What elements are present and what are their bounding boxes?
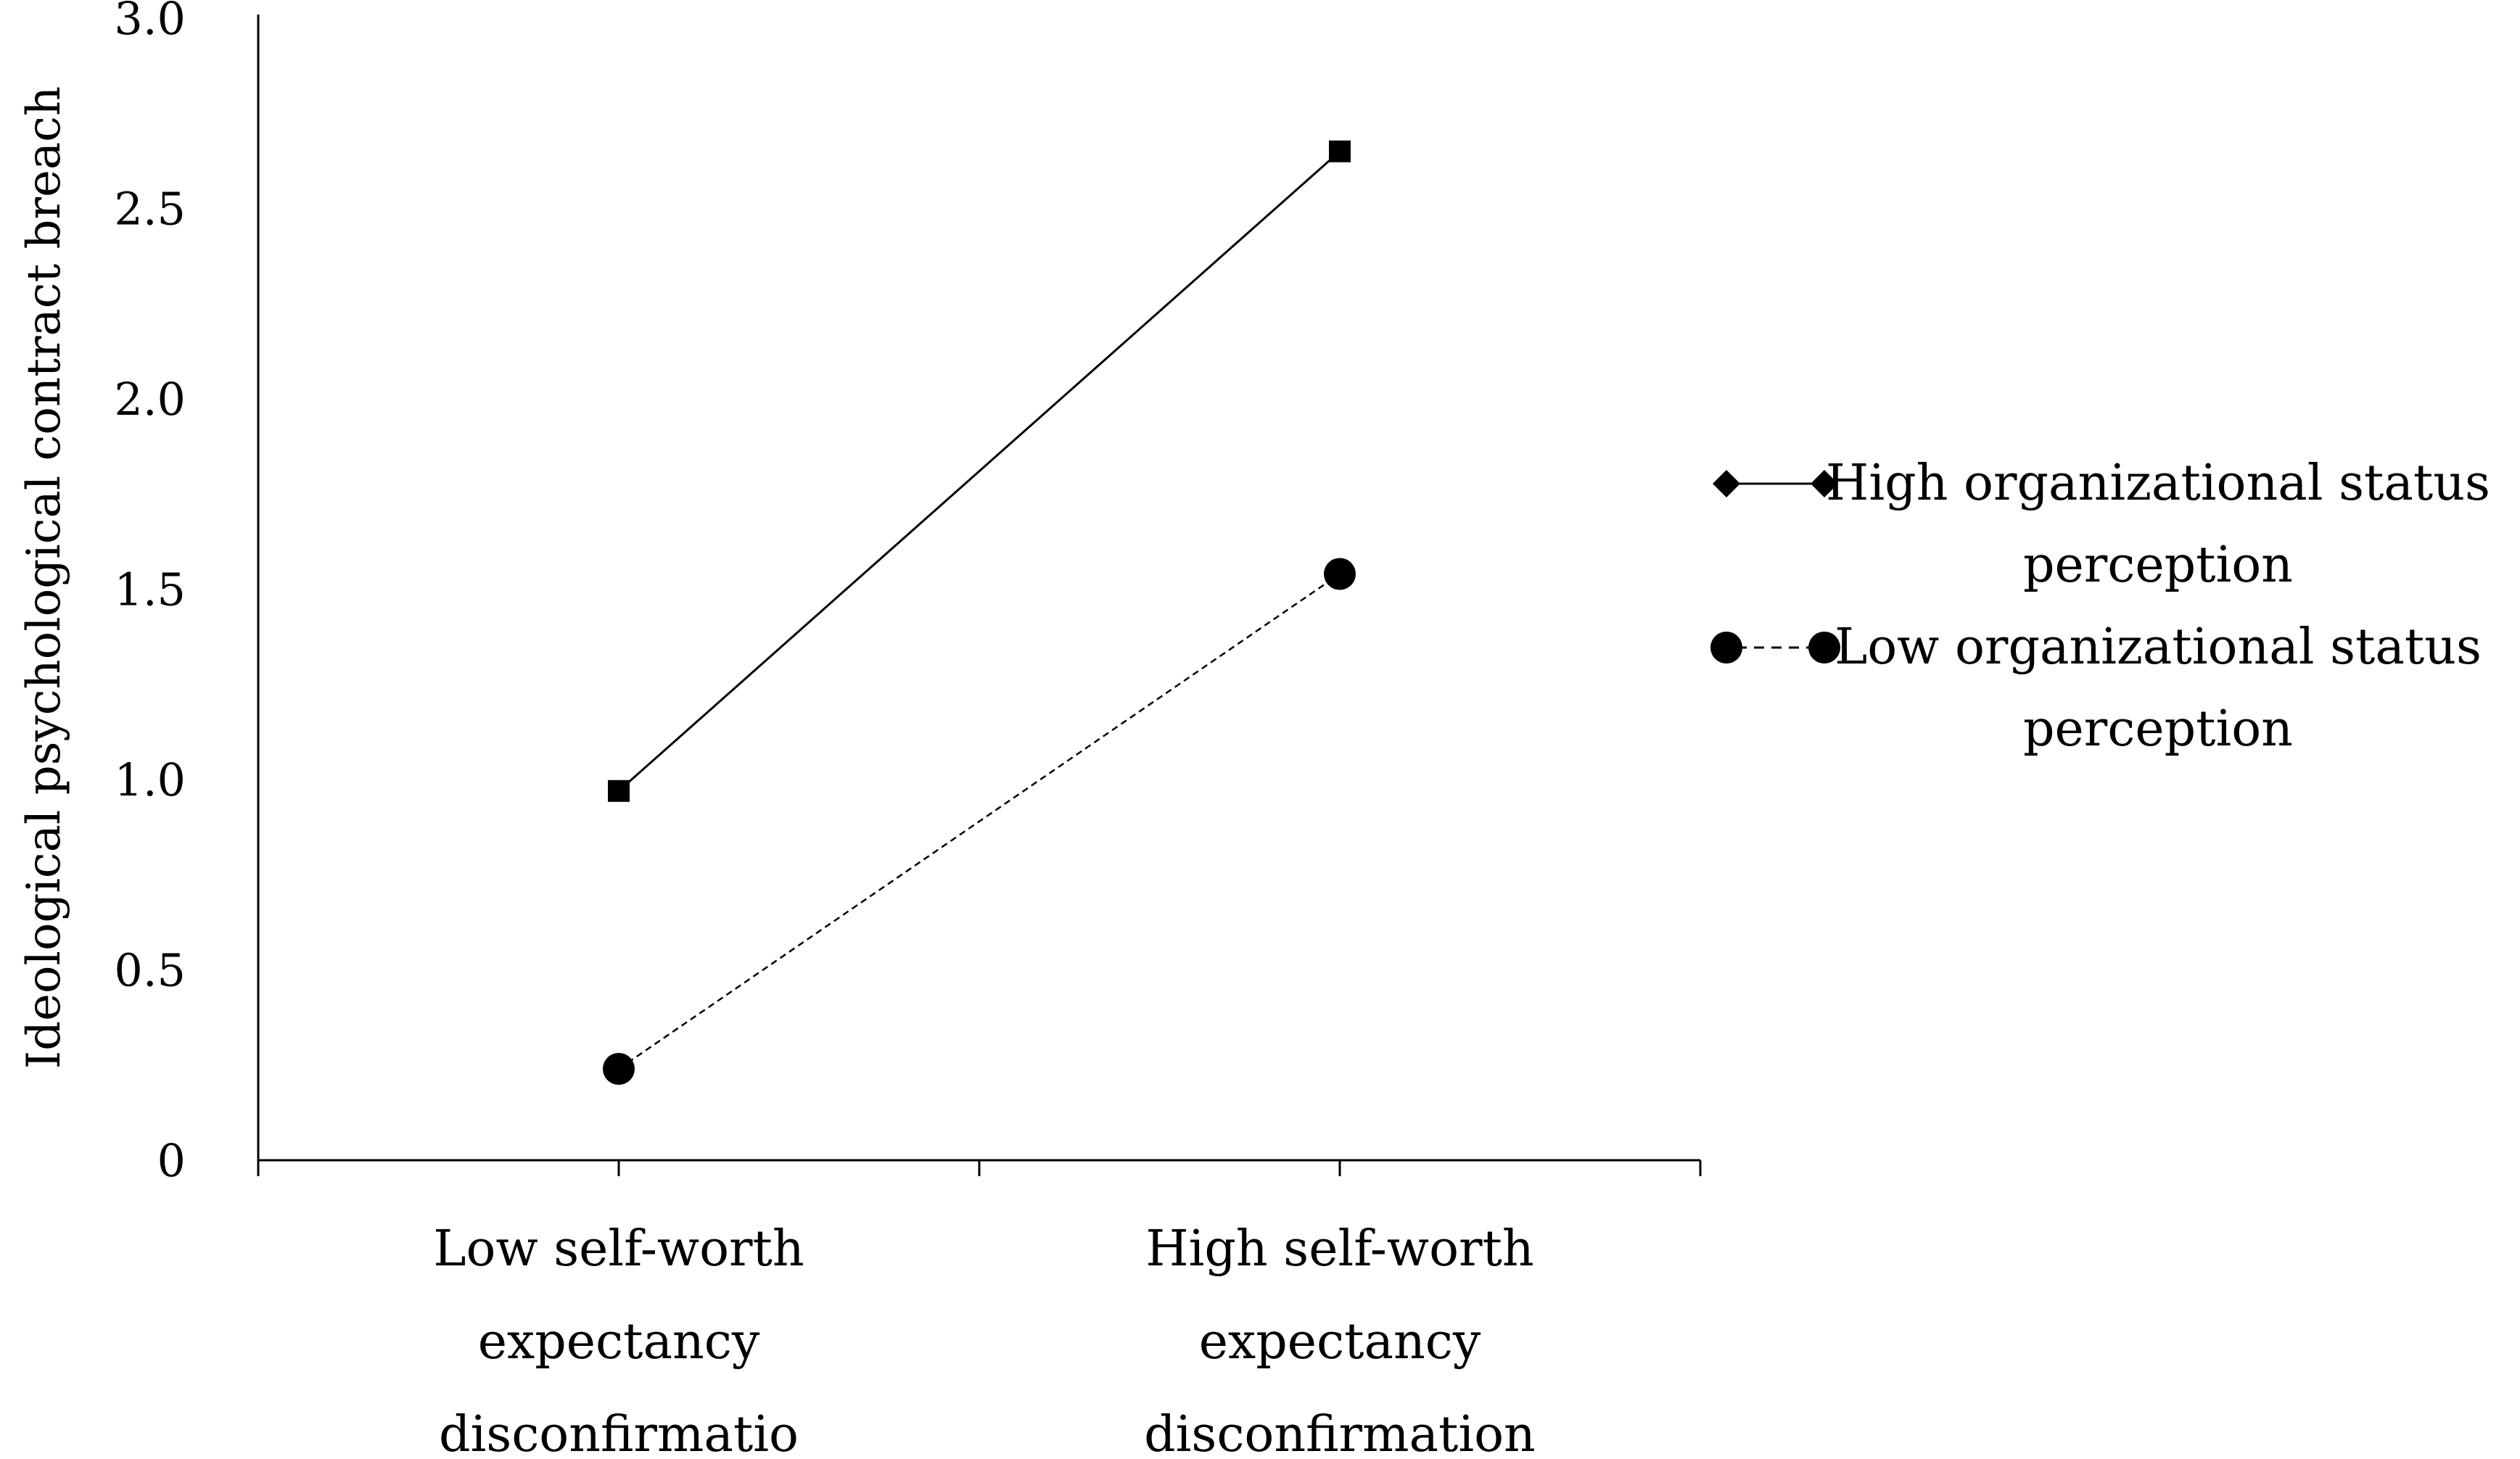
legend-label: Low organizational status perception <box>1835 619 2482 758</box>
legend-label-line: perception <box>2023 537 2293 594</box>
legend-label-line: perception <box>2023 700 2293 758</box>
legend-label: High organizational status perception <box>1826 455 2490 594</box>
y-tick-label: 1.0 <box>114 753 186 806</box>
legend-marker <box>1713 470 1740 497</box>
x-category-label: Low self-worth expectancy disconfirmatio <box>433 1220 804 1459</box>
x-category-label-line: High self-worth <box>1145 1220 1533 1278</box>
y-tick-label: 1.5 <box>114 563 186 616</box>
y-tick-label: 2.5 <box>114 183 186 236</box>
x-category-label-line: disconfirmation <box>1144 1406 1536 1459</box>
data-point <box>1329 140 1351 162</box>
series-line <box>618 573 1341 1070</box>
data-point <box>608 780 630 802</box>
axes: 0 0.5 1.0 1.5 2.0 2.5 3.0 Low self-worth expecta… <box>17 0 1702 1459</box>
y-tick-label: 0.5 <box>114 944 186 997</box>
legend: High organizational status perceptionLow … <box>1710 455 2490 758</box>
y-tick-label: 2.0 <box>114 373 186 426</box>
y-tick-label: 3.0 <box>114 0 186 45</box>
x-category-label-line: expectancy <box>1199 1313 1481 1371</box>
data-point <box>1324 558 1356 590</box>
data-point <box>603 1053 635 1085</box>
legend-marker <box>1808 632 1840 664</box>
legend-label-line: High organizational status <box>1826 455 2490 512</box>
x-category-label-line: disconfirmatio <box>439 1406 799 1459</box>
x-category-label-line: Low self-worth <box>433 1220 804 1278</box>
series-line <box>618 150 1341 792</box>
series-layer <box>603 140 1356 1085</box>
legend-marker <box>1710 632 1742 664</box>
y-axis-title: Ideological psychological contract breac… <box>17 86 71 1069</box>
y-tick-label: 0 <box>157 1134 186 1187</box>
legend-marker <box>1811 470 1838 497</box>
x-category-label-line: expectancy <box>478 1313 760 1371</box>
legend-label-line: Low organizational status <box>1835 619 2482 676</box>
x-category-label: High self-worth expectancy disconfirmation <box>1144 1220 1536 1459</box>
